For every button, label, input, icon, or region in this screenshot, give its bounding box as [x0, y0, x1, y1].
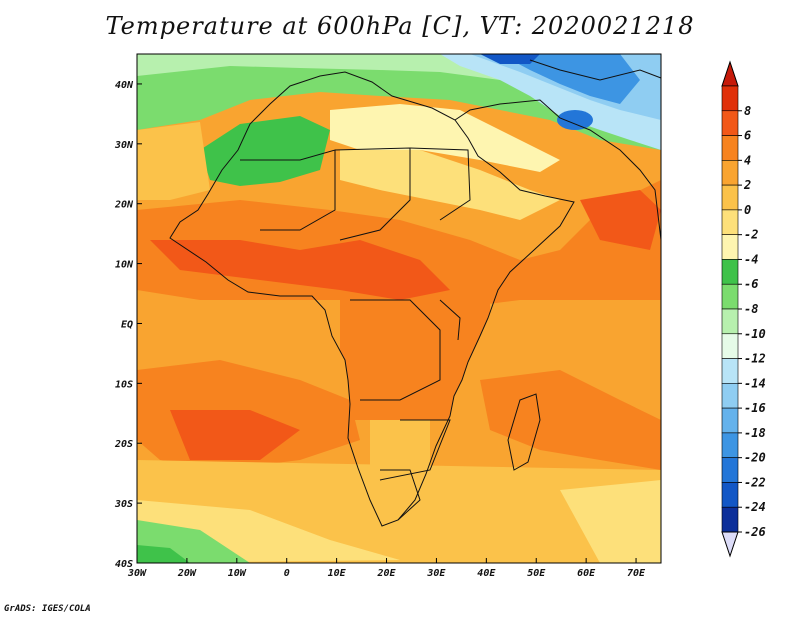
colorbar-level-label: -24 — [744, 500, 766, 514]
colorbar-level-label: 2 — [743, 178, 751, 192]
lon-tick-label: 10W — [228, 568, 247, 579]
colorbar-swatch — [721, 432, 739, 458]
lat-tick-label: 20N — [114, 200, 134, 211]
lat-tick-label: EQ — [121, 319, 133, 330]
lon-tick-label: 10E — [328, 568, 347, 579]
colorbar-level-label: -20 — [744, 451, 766, 465]
colorbar-swatch — [721, 234, 739, 260]
colorbar-swatch — [721, 506, 739, 533]
colorbar-swatch — [721, 333, 739, 359]
colorbar-level-label: -22 — [744, 475, 766, 489]
lat-tick-label: 10N — [115, 260, 134, 271]
colorbar-level-label: 6 — [744, 129, 751, 143]
colorbar-swatch — [721, 407, 739, 434]
colorbar-top-arrow — [721, 60, 739, 87]
colorbar-level-label: -14 — [744, 376, 766, 390]
colorbar-swatch — [721, 85, 739, 112]
colorbar-level-label: -2 — [744, 228, 758, 242]
colorbar-swatch — [721, 184, 739, 211]
lon-tick-label: 40E — [477, 568, 496, 579]
lat-tick-label: 10S — [115, 379, 133, 390]
lat-tick-label: 30N — [114, 140, 134, 151]
coastline-borders — [169, 59, 662, 527]
colorbar-level-label: -6 — [744, 277, 758, 291]
colorbar-level-label: -18 — [744, 426, 766, 440]
colorbar-swatch — [721, 358, 739, 384]
colorbar-level-label: -12 — [744, 352, 766, 366]
lat-tick-label: 40N — [115, 80, 134, 91]
colorbar-level-label: -26 — [744, 525, 766, 539]
lon-tick-label: 20W — [177, 568, 197, 579]
lon-tick-label: 0 — [284, 568, 290, 579]
colorbar-swatch — [721, 482, 739, 508]
colorbar-swatch — [721, 283, 739, 310]
colorbar-swatch — [721, 160, 739, 186]
lon-tick-label: 30E — [426, 568, 446, 579]
colorbar-swatch — [721, 457, 739, 483]
colorbar-level-label: -8 — [744, 302, 758, 316]
chart-title: Temperature at 600hPa [C], VT: 202002121… — [105, 12, 695, 40]
colorbar-swatch — [721, 308, 739, 335]
longitude-axis: 30W 20W 10W 0 10E 20E 30E 40E 50E 60E 70E — [127, 558, 646, 579]
temperature-field — [137, 54, 661, 563]
latitude-axis: 40N 30N 20N 10N EQ 10S 20S 30S 40S — [114, 80, 142, 570]
lat-tick-label: 40S — [115, 559, 133, 570]
colorbar-level-label: -4 — [744, 252, 758, 266]
colorbar-swatch — [721, 135, 739, 161]
lon-tick-label: 60E — [577, 568, 596, 579]
lat-tick-label: 20S — [114, 439, 133, 450]
map-frame — [136, 53, 662, 564]
colorbar-level-label: 8 — [744, 104, 751, 118]
lon-tick-label: 20E — [376, 568, 396, 579]
colorbar-bottom-arrow — [721, 531, 739, 558]
colorbar-level-label: -10 — [744, 327, 766, 341]
colorbar-level-label: 4 — [744, 153, 751, 167]
lon-tick-label: 70E — [627, 568, 646, 579]
colorbar-swatch — [721, 383, 739, 409]
grads-credit: GrADS: IGES/COLA — [4, 604, 91, 614]
colorbar-level-label: 0 — [744, 203, 751, 217]
colorbar-level-label: -16 — [744, 401, 766, 415]
colorbar-legend: 8 6 4 2 0 -2 -4 -6 -8 -10 -12 -14 -16 -18 -20 -22 -24 -26 — [721, 60, 766, 558]
colorbar-swatch — [721, 259, 739, 285]
lat-tick-label: 30S — [114, 499, 133, 510]
colorbar-swatch — [721, 209, 739, 235]
lon-tick-label: 50E — [527, 568, 546, 579]
lon-tick-label: 30W — [127, 568, 147, 579]
colorbar-swatch — [721, 110, 739, 136]
